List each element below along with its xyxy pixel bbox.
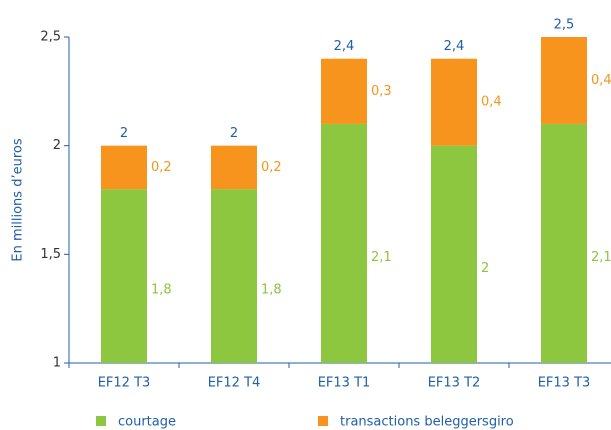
value-label: 2,1 [371,250,392,265]
x-tick-label: EF13 T2 [428,376,481,391]
x-tick-label: EF12 T4 [208,376,261,391]
bar-segment [101,145,147,190]
value-label: 0,4 [591,73,611,88]
legend-swatch [318,416,328,426]
total-label: 2 [120,126,128,141]
bar-segment [101,189,147,363]
value-label: 2 [481,261,489,276]
legend-swatch [96,416,106,426]
value-label: 0,4 [481,95,502,110]
bar-segment [541,123,587,363]
x-tick-label: EF12 T3 [98,376,151,391]
total-label: 2 [230,126,238,141]
bar-segment [541,37,587,124]
value-label: 1,8 [151,283,172,298]
y-tick-label: 1,5 [40,247,61,262]
total-label: 2,4 [334,39,355,54]
x-tick-label: EF13 T3 [538,376,591,391]
bar-segment [321,123,367,363]
y-tick-label: 2 [53,138,61,153]
y-axis-label: En millions d’euros [11,138,26,261]
total-label: 2,4 [444,39,465,54]
value-label: 0,3 [371,84,392,99]
bar-segment [211,189,257,363]
y-tick-label: 1 [53,356,61,371]
bar-segment [321,58,367,124]
legend-label: courtage [118,415,176,430]
value-label: 2,1 [591,250,611,265]
y-tick-label: 2,5 [40,30,61,45]
bar-segment [431,145,477,363]
total-label: 2,5 [554,18,575,33]
x-tick-label: EF13 T1 [318,376,371,391]
value-label: 1,8 [261,283,282,298]
value-label: 0,2 [261,160,282,175]
bar-segment [431,58,477,146]
bar-segment [211,145,257,190]
value-label: 0,2 [151,160,172,175]
legend-label: transactions beleggersgiro [340,415,514,430]
